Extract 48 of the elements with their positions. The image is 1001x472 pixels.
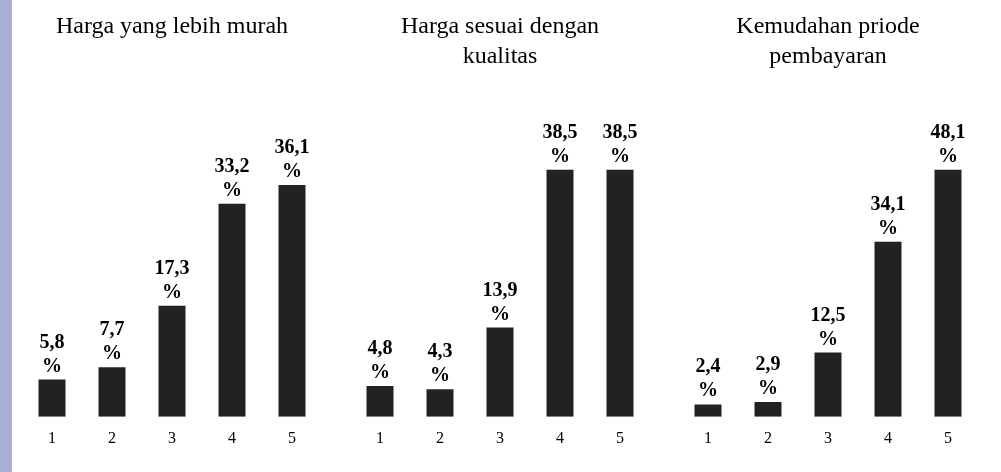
bar [38,379,66,417]
bar [218,203,246,417]
data-label: 17,3 % [154,255,190,302]
data-label: 34,1 % [870,191,906,238]
x-tick-label: 1 [704,428,712,446]
x-tick-label: 3 [168,428,176,446]
x-tick-label: 2 [436,428,444,446]
x-tick-label: 1 [48,428,56,446]
data-label: 38,5 % [602,119,638,166]
data-label: 33,2 % [214,153,250,200]
x-tick-label: 1 [376,428,384,446]
bar [814,352,842,417]
bar [606,169,634,417]
data-label: 48,1 % [930,119,966,166]
bar [546,169,574,417]
x-tick-label: 5 [288,428,296,446]
bar [486,327,514,417]
data-label: 13,9 % [482,277,518,324]
data-label: 2,4 % [695,354,721,401]
x-tick-label: 2 [764,428,772,446]
x-tick-label: 4 [556,428,564,446]
chart-title: Harga sesuai dengan kualitas [399,11,601,70]
data-label: 5,8 % [39,329,65,376]
x-tick-label: 5 [616,428,624,446]
bar [874,241,902,417]
bar [426,389,454,417]
data-label: 38,5 % [542,119,578,166]
bar [934,169,962,417]
data-label: 36,1 % [274,135,310,182]
data-label: 12,5 % [810,302,846,349]
data-label: 7,7 % [99,317,125,364]
x-tick-label: 3 [496,428,504,446]
bar [694,404,722,417]
x-tick-label: 2 [108,428,116,446]
bar [98,367,126,417]
data-label: 2,9 % [755,351,781,398]
data-label: 4,8 % [367,335,393,382]
bar [158,305,186,417]
x-tick-label: 3 [824,428,832,446]
bar [278,185,306,417]
chart-title: Kemudahan priode pembayaran [735,11,921,70]
data-label: 4,3 % [427,339,453,386]
chart-title: Harga yang lebih murah [54,11,290,40]
x-tick-label: 5 [944,428,952,446]
x-tick-label: 4 [228,428,236,446]
bar [754,401,782,417]
bar [366,385,394,417]
x-tick-label: 4 [884,428,892,446]
